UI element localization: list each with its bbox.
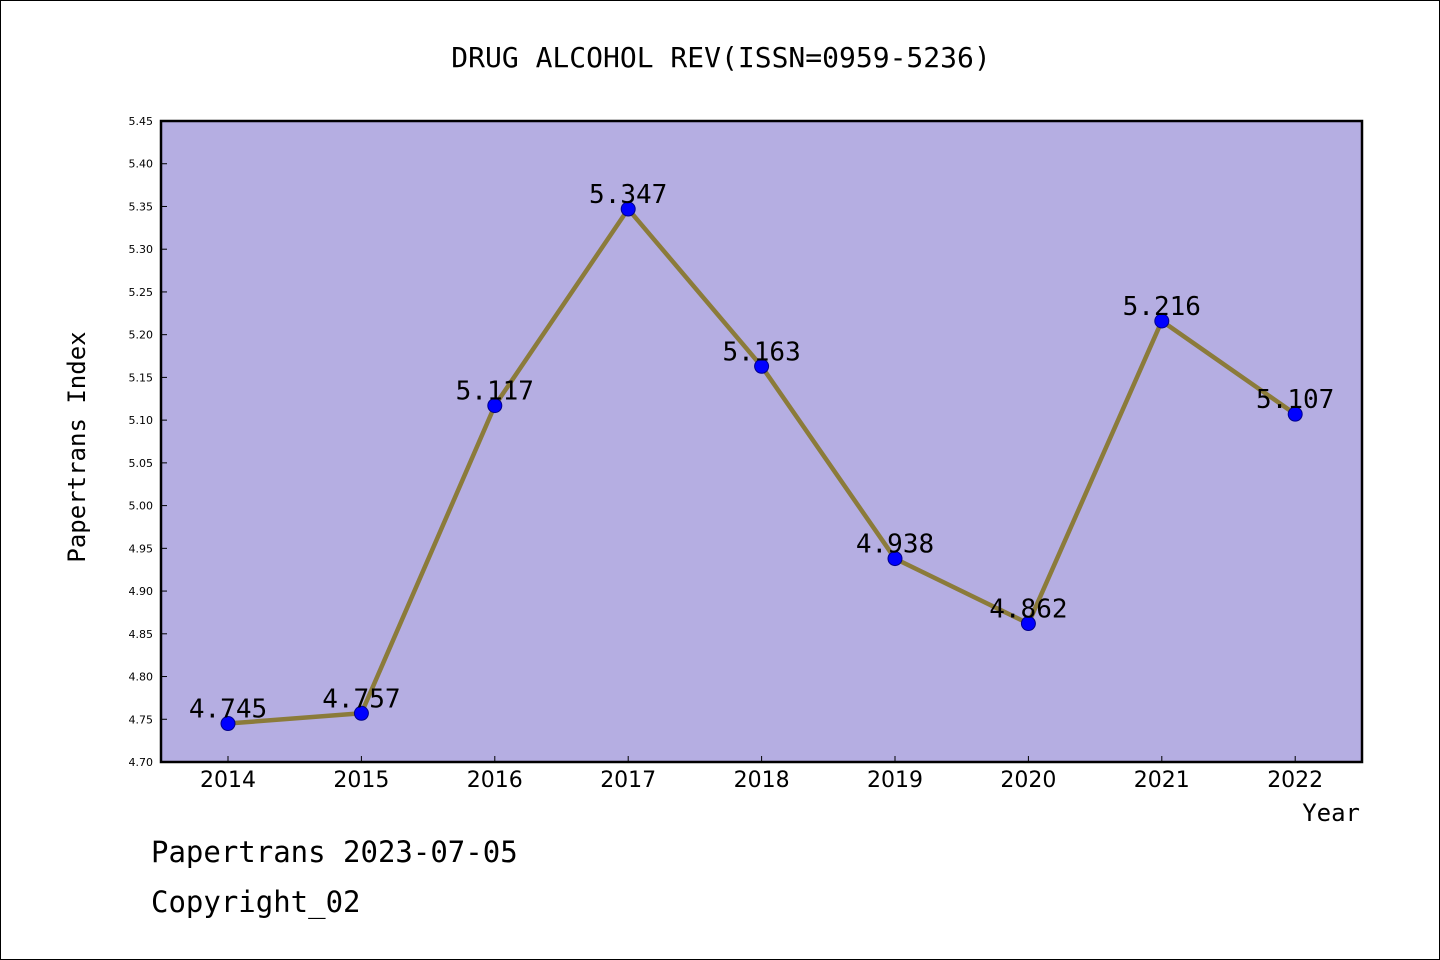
y-tick-label: 5.30 bbox=[129, 243, 154, 256]
x-axis-label: Year bbox=[1302, 799, 1360, 827]
y-axis: 4.70 4.75 4.80 4.85 4.90 4.95 5.00 5.05 5.10 5.15… bbox=[129, 115, 167, 769]
y-tick-label: 4.85 bbox=[129, 628, 154, 641]
y-tick-label: 5.20 bbox=[129, 329, 154, 342]
data-label: 5.163 bbox=[722, 337, 800, 367]
data-label: 5.107 bbox=[1256, 385, 1334, 415]
data-label: 4.862 bbox=[989, 595, 1067, 625]
y-axis-label: Papertrans Index bbox=[63, 331, 91, 562]
x-tick-label: 2021 bbox=[1134, 768, 1190, 793]
data-point bbox=[754, 358, 770, 374]
y-tick-label: 5.35 bbox=[129, 200, 154, 213]
data-point bbox=[487, 398, 503, 414]
y-tick-label: 5.00 bbox=[129, 500, 154, 513]
x-tick-label: 2018 bbox=[734, 768, 790, 793]
x-tick-label: 2019 bbox=[867, 768, 923, 793]
x-tick-label: 2016 bbox=[467, 768, 523, 793]
x-tick-label: 2022 bbox=[1267, 768, 1323, 793]
data-point bbox=[353, 705, 369, 721]
y-tick-label: 4.80 bbox=[129, 671, 154, 684]
data-point bbox=[887, 551, 903, 567]
y-tick-label: 5.45 bbox=[129, 115, 154, 128]
data-label: 4.757 bbox=[322, 684, 400, 714]
y-tick-label: 4.75 bbox=[129, 713, 154, 726]
data-point bbox=[1154, 313, 1170, 329]
y-tick-label: 5.25 bbox=[129, 286, 154, 299]
y-tick-label: 5.40 bbox=[129, 158, 154, 171]
y-tick-label: 5.05 bbox=[129, 457, 154, 470]
x-tick-label: 2017 bbox=[600, 768, 656, 793]
data-label: 4.938 bbox=[856, 530, 934, 560]
y-tick-label: 5.10 bbox=[129, 414, 154, 427]
x-tick-label: 2015 bbox=[333, 768, 389, 793]
footer-copyright: Copyright_02 bbox=[151, 885, 361, 919]
data-point bbox=[620, 201, 636, 217]
y-tick-label: 5.15 bbox=[129, 371, 154, 384]
data-label: 4.745 bbox=[189, 695, 267, 725]
plot-area bbox=[159, 119, 1364, 764]
data-label: 5.117 bbox=[456, 377, 534, 407]
footer-date: Papertrans 2023-07-05 bbox=[151, 835, 518, 869]
x-tick-label: 2020 bbox=[1000, 768, 1056, 793]
data-label: 5.347 bbox=[589, 180, 667, 210]
data-label: 5.216 bbox=[1123, 292, 1201, 322]
x-axis: 2014 2015 2016 2017 2018 2019 2020 2021 2022 bbox=[200, 756, 1323, 793]
data-point bbox=[220, 716, 236, 732]
y-tick-label: 4.70 bbox=[129, 756, 154, 769]
data-point bbox=[1287, 406, 1303, 422]
series: 4.745 4.757 5.117 5.347 5.163 4.938 4.862 5.216… bbox=[189, 180, 1334, 732]
x-tick-label: 2014 bbox=[200, 768, 256, 793]
chart-title: DRUG ALCOHOL REV(ISSN=0959-5236) bbox=[451, 41, 990, 74]
data-point bbox=[1020, 616, 1036, 632]
y-tick-label: 4.90 bbox=[129, 585, 154, 598]
y-tick-label: 4.95 bbox=[129, 542, 154, 555]
